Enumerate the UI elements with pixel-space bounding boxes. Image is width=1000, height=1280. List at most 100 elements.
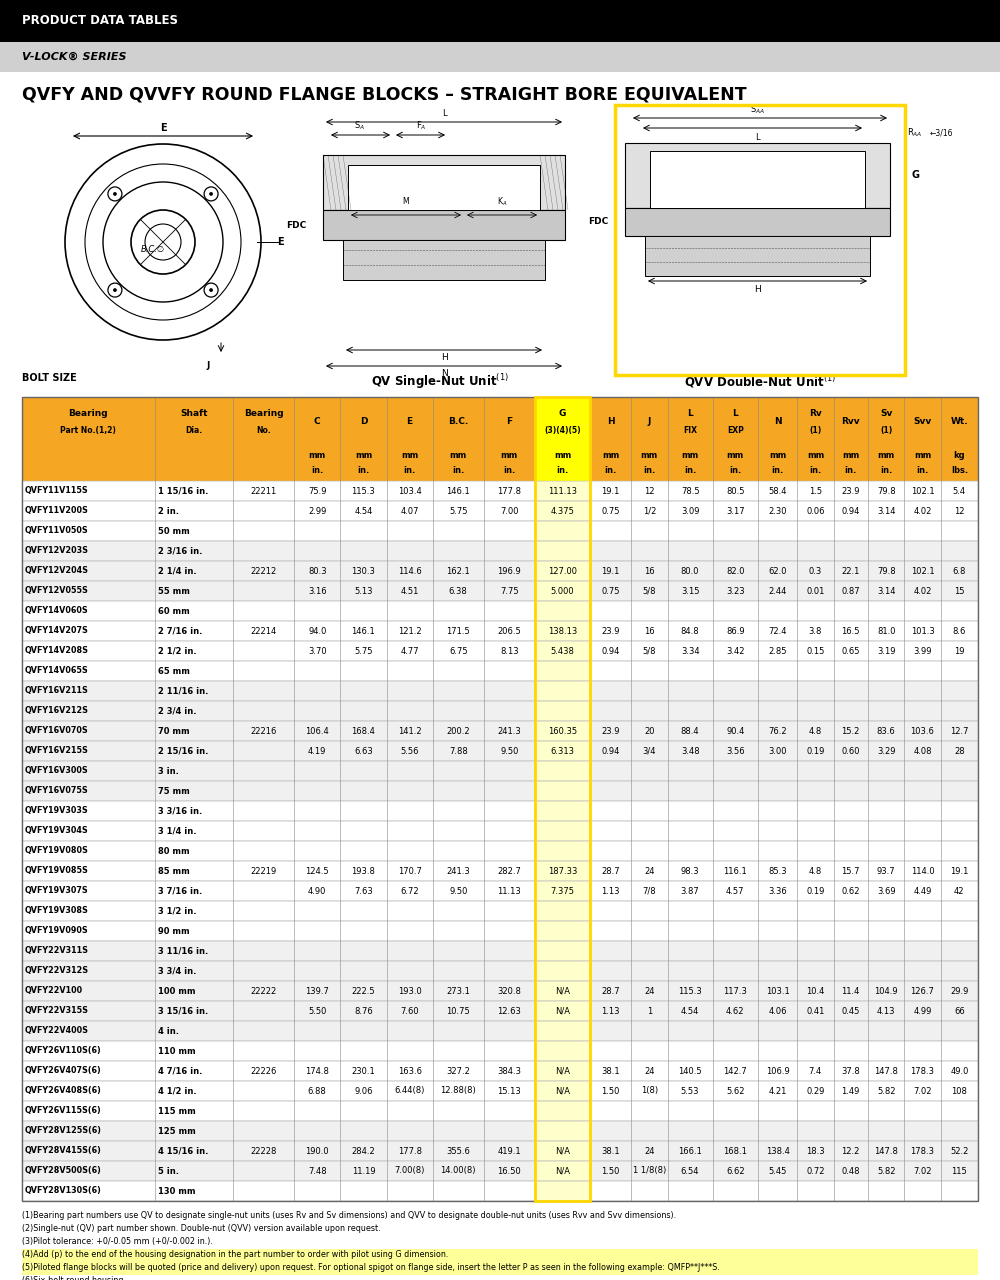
Text: 6.44(8): 6.44(8) xyxy=(394,1087,425,1096)
Text: 15: 15 xyxy=(954,586,965,595)
Text: 241.3: 241.3 xyxy=(446,867,470,876)
Text: QVFY19V308S: QVFY19V308S xyxy=(25,906,89,915)
Text: 22219: 22219 xyxy=(251,867,277,876)
Text: 8.76: 8.76 xyxy=(354,1006,373,1015)
Text: 141.2: 141.2 xyxy=(398,727,421,736)
Text: mm: mm xyxy=(602,452,619,461)
Text: 65 mm: 65 mm xyxy=(158,667,190,676)
Bar xyxy=(22,481,978,500)
Text: in.: in. xyxy=(880,466,892,475)
Text: 3 in.: 3 in. xyxy=(158,767,179,776)
Bar xyxy=(535,721,590,741)
Bar xyxy=(22,1101,978,1121)
Bar xyxy=(535,922,590,941)
Text: PRODUCT DATA TABLES: PRODUCT DATA TABLES xyxy=(22,14,178,27)
Text: 103.6: 103.6 xyxy=(911,727,934,736)
Text: (1)Bearing part numbers use QV to designate single-nut units (uses Rv and Sv dim: (1)Bearing part numbers use QV to design… xyxy=(22,1211,676,1220)
Text: 19: 19 xyxy=(954,646,965,655)
Text: 52.2: 52.2 xyxy=(950,1147,969,1156)
Bar xyxy=(645,236,870,276)
Text: 60 mm: 60 mm xyxy=(158,607,189,616)
Text: 4.13: 4.13 xyxy=(877,1006,895,1015)
Bar xyxy=(22,397,978,1201)
Text: 14.00(8): 14.00(8) xyxy=(440,1166,476,1175)
Text: N/A: N/A xyxy=(555,987,570,996)
Text: 174.8: 174.8 xyxy=(305,1066,329,1075)
Text: 162.1: 162.1 xyxy=(446,567,470,576)
Text: B.C.∅: B.C.∅ xyxy=(141,246,165,255)
Text: 93.7: 93.7 xyxy=(877,867,895,876)
Text: QV Single-Nut Unit$^{(1)}$: QV Single-Nut Unit$^{(1)}$ xyxy=(371,372,509,392)
Text: 19.1: 19.1 xyxy=(601,567,620,576)
Text: 2.30: 2.30 xyxy=(768,507,787,516)
Text: in.: in. xyxy=(771,466,784,475)
Text: 7.00(8): 7.00(8) xyxy=(394,1166,425,1175)
Text: 0.3: 0.3 xyxy=(809,567,822,576)
Text: QVFY12V055S: QVFY12V055S xyxy=(25,586,89,595)
Text: in.: in. xyxy=(916,466,929,475)
Text: 0.72: 0.72 xyxy=(806,1166,825,1175)
Bar xyxy=(323,155,565,210)
Bar xyxy=(535,681,590,701)
Text: R$_{AA}$: R$_{AA}$ xyxy=(907,127,923,140)
Bar xyxy=(535,781,590,801)
Text: 2 in.: 2 in. xyxy=(158,507,179,516)
Text: QVFY19V085S: QVFY19V085S xyxy=(25,867,89,876)
Text: 0.45: 0.45 xyxy=(842,1006,860,1015)
Bar xyxy=(535,941,590,961)
Bar xyxy=(535,961,590,980)
Text: 7.02: 7.02 xyxy=(913,1166,932,1175)
Text: 206.5: 206.5 xyxy=(497,626,521,635)
Bar xyxy=(535,1021,590,1041)
Text: 101.3: 101.3 xyxy=(911,626,934,635)
Text: 7.63: 7.63 xyxy=(354,887,373,896)
Text: 3.99: 3.99 xyxy=(913,646,932,655)
Bar xyxy=(22,901,978,922)
Text: (3)Pilot tolerance: +0/-0.05 mm (+0/-0.002 in.).: (3)Pilot tolerance: +0/-0.05 mm (+0/-0.0… xyxy=(22,1236,213,1245)
Text: mm: mm xyxy=(355,452,372,461)
Text: S$_A$: S$_A$ xyxy=(354,120,366,132)
Bar xyxy=(0,0,1000,42)
Text: QVFY16V070S: QVFY16V070S xyxy=(25,727,89,736)
Text: in.: in. xyxy=(311,466,323,475)
Text: 7.4: 7.4 xyxy=(809,1066,822,1075)
Text: 0.48: 0.48 xyxy=(842,1166,860,1175)
Text: mm: mm xyxy=(727,452,744,461)
Text: 4.8: 4.8 xyxy=(809,867,822,876)
Text: QVV Double-Nut Unit$^{(1)}$: QVV Double-Nut Unit$^{(1)}$ xyxy=(684,374,836,390)
Bar xyxy=(22,1181,978,1201)
Bar xyxy=(535,621,590,641)
Text: QVFY26V407S(6): QVFY26V407S(6) xyxy=(25,1066,102,1075)
Text: 0.75: 0.75 xyxy=(601,507,620,516)
Bar xyxy=(535,1121,590,1140)
Text: QVFY14V208S: QVFY14V208S xyxy=(25,646,89,655)
Text: 7.88: 7.88 xyxy=(449,746,468,755)
Bar xyxy=(535,500,590,521)
Text: 5.82: 5.82 xyxy=(877,1087,895,1096)
Bar xyxy=(22,841,978,861)
Text: 1.50: 1.50 xyxy=(601,1087,620,1096)
Text: 3.23: 3.23 xyxy=(726,586,745,595)
Text: 5.62: 5.62 xyxy=(726,1087,745,1096)
Bar xyxy=(535,701,590,721)
Bar xyxy=(22,660,978,681)
Text: 28: 28 xyxy=(954,746,965,755)
Text: 8.13: 8.13 xyxy=(500,646,519,655)
Text: 3.14: 3.14 xyxy=(877,586,895,595)
Text: 58.4: 58.4 xyxy=(768,486,787,495)
Text: 106.9: 106.9 xyxy=(766,1066,789,1075)
Bar xyxy=(535,1061,590,1082)
Text: 22228: 22228 xyxy=(251,1147,277,1156)
Text: 104.9: 104.9 xyxy=(874,987,898,996)
Text: FDC: FDC xyxy=(588,218,608,227)
Text: in.: in. xyxy=(643,466,655,475)
Bar xyxy=(323,210,565,241)
Text: QVFY14V065S: QVFY14V065S xyxy=(25,667,89,676)
Bar xyxy=(22,681,978,701)
Text: 4.54: 4.54 xyxy=(681,1006,699,1015)
Bar xyxy=(535,801,590,820)
Text: 1 15/16 in.: 1 15/16 in. xyxy=(158,486,208,495)
Text: 147.8: 147.8 xyxy=(874,1066,898,1075)
Text: 3.17: 3.17 xyxy=(726,507,745,516)
Text: mm: mm xyxy=(450,452,467,461)
